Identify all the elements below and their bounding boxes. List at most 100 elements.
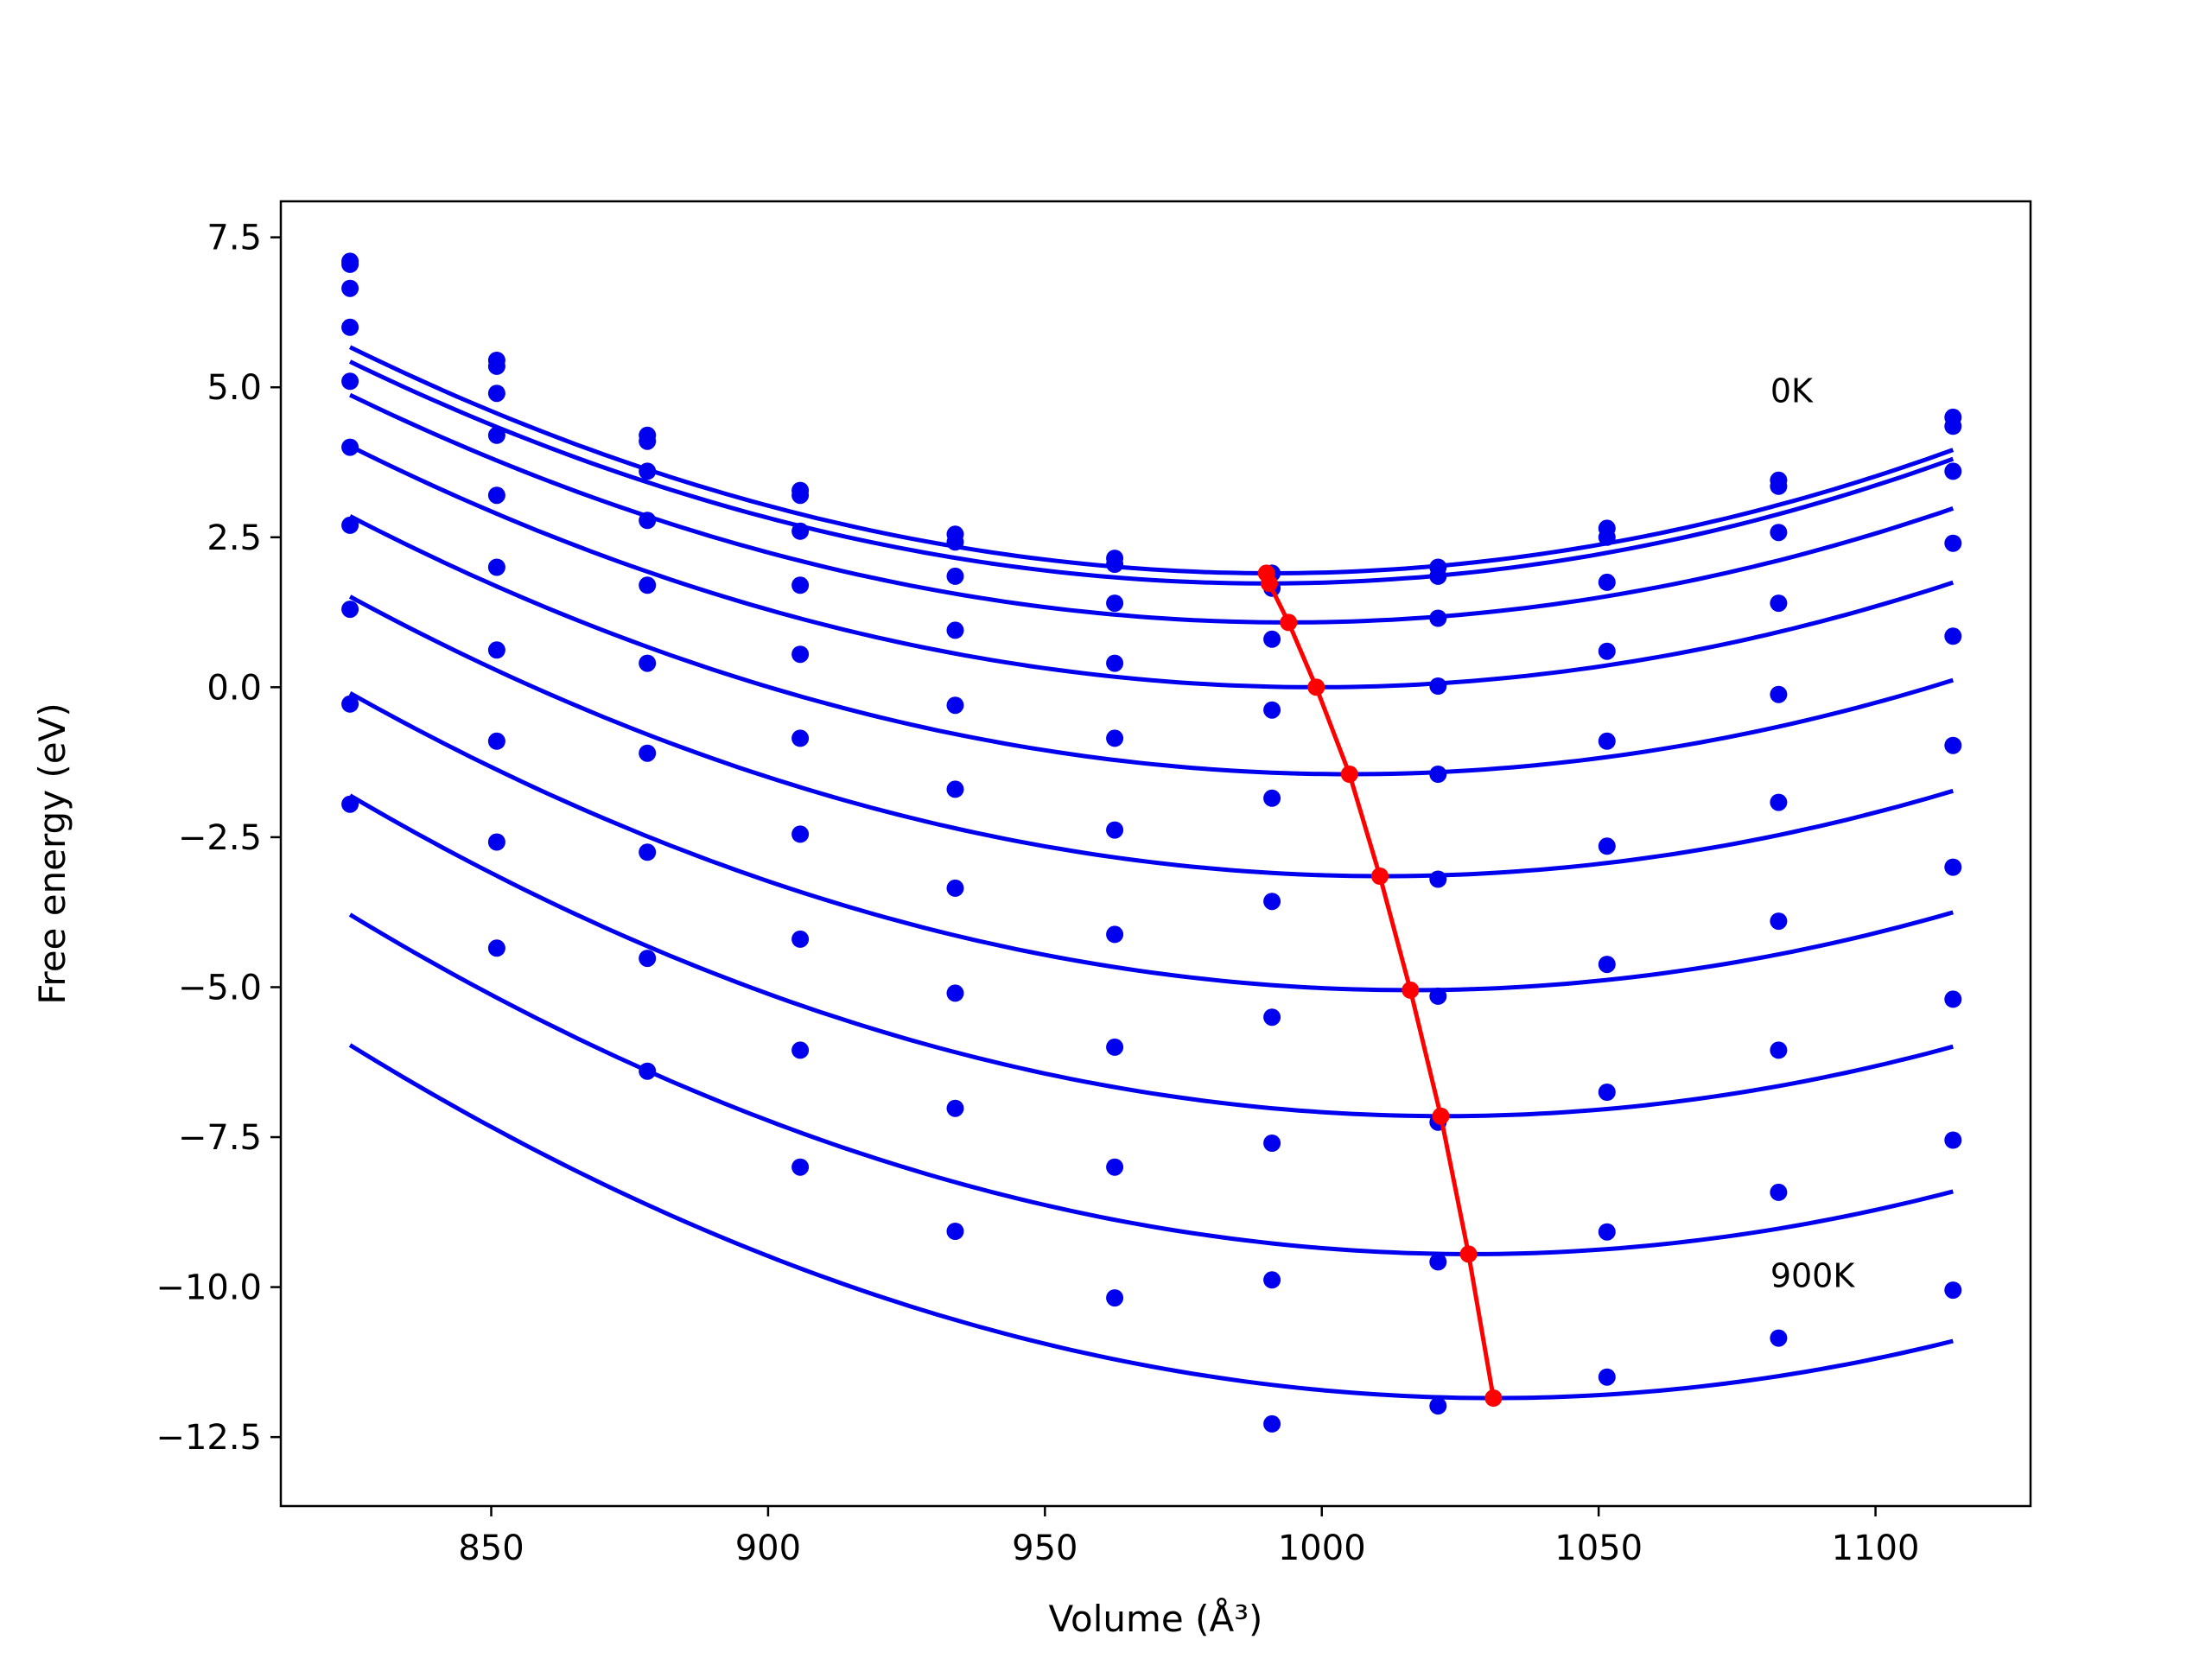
data-point-s6-1	[341, 438, 359, 456]
data-point-s4-1	[341, 318, 359, 336]
data-point-s5-3	[639, 576, 657, 594]
data-point-s5-11	[1944, 627, 1962, 645]
data-point-s5-7	[1263, 789, 1281, 807]
data-point-s3-6	[1106, 594, 1124, 613]
fit-curve-6	[348, 594, 1955, 879]
y-tick-label: −10.0	[156, 1268, 262, 1308]
data-point-s3-9	[1598, 573, 1616, 591]
fit-curve-9	[348, 912, 1954, 1256]
data-point-s4-11	[1944, 534, 1962, 552]
data-point-s3-2	[487, 385, 505, 403]
y-tick-label: −5.0	[178, 968, 262, 1007]
data-point-s8-1	[341, 601, 359, 619]
data-point-s3-11	[1944, 462, 1962, 480]
y-tick-label: 7.5	[207, 219, 262, 258]
x-tick-label: 1000	[1278, 1529, 1366, 1568]
minimum-point-8	[1432, 1107, 1450, 1125]
data-point-s8-10	[1770, 1041, 1788, 1059]
x-tick-label: 1100	[1832, 1529, 1920, 1568]
data-point-s5-6	[1106, 729, 1124, 747]
axis-ticks: 850 900 950 1000 1050 1100 7.5 5.0 2.5 0.0 −2.5 −5.…	[156, 219, 1919, 1568]
fit-curve-7	[348, 691, 1954, 993]
annotations: 0K 900K	[1770, 372, 1856, 1295]
data-point-s9-5	[946, 1099, 964, 1117]
data-point-s2-9	[1598, 528, 1616, 546]
data-point-s4-7	[1263, 701, 1281, 719]
data-point-s6-8	[1429, 870, 1447, 888]
data-point-s2-8	[1429, 567, 1447, 585]
y-tick-label: 2.5	[207, 518, 262, 558]
data-point-s2-4	[791, 486, 810, 505]
data-point-s6-9	[1598, 837, 1616, 855]
data-point-s8-7	[1263, 1135, 1281, 1152]
fit-curve-1	[349, 345, 1955, 575]
data-point-s5-1	[341, 372, 359, 391]
minimum-point-4	[1307, 678, 1325, 696]
data-point-s6-6	[1106, 821, 1124, 839]
data-point-s4-6	[1106, 654, 1124, 672]
y-tick-label: 0.0	[207, 668, 262, 708]
data-point-s3-10	[1770, 524, 1788, 542]
axes-frame	[279, 200, 2032, 1508]
data-point-s9-2	[487, 833, 505, 851]
x-axis-label: Volume (Å³)	[1049, 1597, 1263, 1640]
data-point-s9-7	[1263, 1271, 1281, 1289]
data-point-s8-3	[639, 843, 657, 861]
minimum-path-line	[1264, 572, 1496, 1399]
y-tick-label: 5.0	[207, 368, 262, 408]
fit-curve-5	[348, 514, 1955, 777]
data-point-s2-3	[639, 432, 657, 450]
data-point-s3-5	[946, 567, 964, 585]
minimum-point-7	[1402, 981, 1420, 999]
data-point-s9-10	[1770, 1183, 1788, 1201]
data-point-s9-1	[341, 695, 359, 713]
minimum-point-9	[1459, 1245, 1478, 1263]
data-point-s8-2	[487, 732, 505, 750]
fit-curve-10	[348, 1043, 1954, 1401]
data-point-s9-11	[1944, 1131, 1962, 1149]
data-point-s4-10	[1770, 594, 1788, 613]
data-point-s7-5	[946, 879, 964, 897]
data-point-s7-2	[487, 641, 505, 659]
data-point-s10-11	[1944, 1281, 1962, 1300]
data-point-s10-2	[487, 939, 505, 957]
data-point-s10-6	[1106, 1289, 1124, 1307]
fit-curve-2	[349, 359, 1955, 586]
data-point-s5-5	[946, 696, 964, 715]
data-point-s7-9	[1598, 956, 1616, 974]
data-point-s2-2	[487, 357, 505, 375]
minimum-point-6	[1371, 868, 1389, 885]
data-point-s5-8	[1429, 766, 1447, 783]
data-point-s2-1	[341, 255, 359, 273]
data-point-s9-6	[1106, 1158, 1124, 1176]
data-point-s8-4	[791, 930, 810, 948]
minimum-point-5	[1340, 766, 1358, 783]
data-point-s3-4	[791, 522, 810, 540]
data-point-s5-4	[791, 645, 810, 664]
data-point-s5-10	[1770, 685, 1788, 703]
minimum-point-2	[1260, 575, 1278, 593]
data-point-s6-3	[639, 654, 657, 672]
data-point-s10-3	[639, 1062, 657, 1080]
data-point-s3-7	[1263, 630, 1281, 648]
annotation-1: 0K	[1770, 372, 1814, 410]
data-point-s10-1	[341, 795, 359, 813]
data-point-s3-3	[639, 462, 657, 480]
data-point-s5-9	[1598, 732, 1616, 750]
data-point-s7-4	[791, 825, 810, 843]
data-point-s4-2	[487, 426, 505, 444]
data-point-s6-5	[946, 780, 964, 798]
data-point-s8-9	[1598, 1084, 1616, 1101]
x-tick-label: 900	[735, 1529, 801, 1568]
fit-curve-4	[348, 444, 1955, 690]
data-point-s7-3	[639, 744, 657, 762]
data-point-s10-7	[1263, 1414, 1281, 1433]
annotation-2: 900K	[1770, 1257, 1856, 1295]
data-point-s7-8	[1429, 987, 1447, 1005]
fit-curve-3	[349, 392, 1955, 625]
data-point-s10-9	[1598, 1368, 1616, 1386]
data-point-s6-10	[1770, 793, 1788, 811]
data-point-s6-11	[1944, 736, 1962, 754]
